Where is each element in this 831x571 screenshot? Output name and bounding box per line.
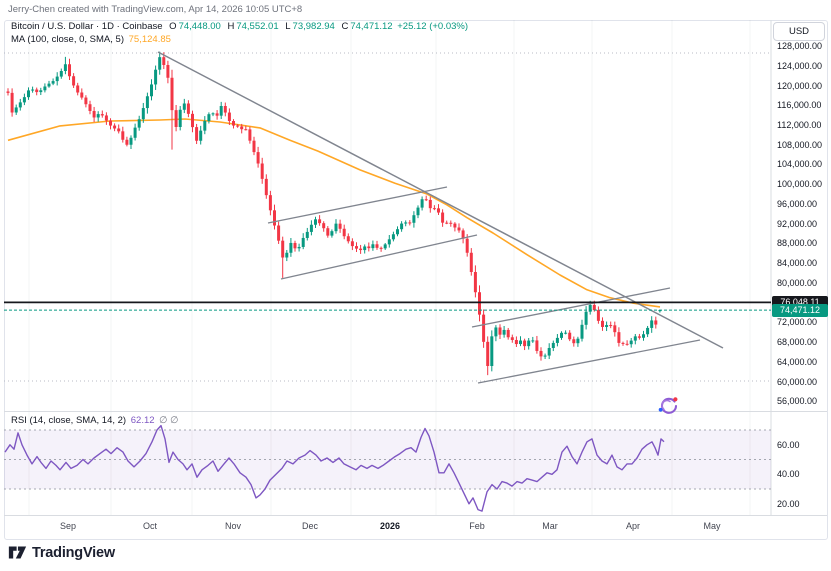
price-axis-label: 56,000.00	[777, 396, 818, 407]
price-axis-label: 92,000.00	[777, 218, 818, 229]
rsi-title[interactable]: RSI (14, close, SMA, 14, 2)	[11, 415, 127, 426]
low-value: 73,982.94	[292, 21, 335, 32]
channel2-upper	[471, 287, 671, 328]
open-label: O	[169, 21, 177, 32]
price-axis-label: 60,000.00	[777, 376, 818, 387]
price-axis-label: 108,000.00	[777, 139, 823, 150]
rsi-line	[4, 424, 665, 512]
cyclone-sticker[interactable]	[656, 393, 680, 417]
price-axis-label: 64,000.00	[777, 356, 818, 367]
price-axis-label: 104,000.00	[777, 159, 823, 170]
symbol-title[interactable]: Bitcoin / U.S. Dollar · 1D · Coinbase	[11, 21, 163, 32]
price-axis-label: 96,000.00	[777, 198, 818, 209]
change-value: +25.12 (+0.03%)	[397, 21, 469, 32]
channel1-lower	[280, 234, 478, 280]
tradingview-logo-text: TradingView	[32, 544, 115, 561]
rsi-axis-label: 20.00	[777, 498, 800, 509]
open-value: 74,448.00	[178, 21, 221, 32]
time-axis-label: Nov	[224, 521, 242, 531]
time-axis-label: 2026	[379, 521, 401, 531]
price-axis-label: 112,000.00	[777, 120, 822, 130]
rsi-axis-label: 60.00	[777, 439, 800, 450]
time-axis-label: Apr	[625, 521, 641, 531]
close-label: C	[341, 21, 349, 32]
price-axis-label: 124,000.00	[777, 60, 823, 71]
price-axis-label: 80,000.00	[777, 277, 818, 288]
price-axis-label: 84,000.00	[777, 258, 818, 269]
price-axis-label: 100,000.00	[777, 179, 823, 190]
ma100-line	[7, 118, 661, 308]
time-axis-label: Sep	[59, 521, 77, 531]
close-value: 74,471.12	[350, 21, 393, 32]
channel2-lower	[477, 339, 701, 384]
time-axis-label: Mar	[542, 521, 558, 531]
price-axis-label: 116,000.00	[777, 100, 822, 111]
low-label: L	[285, 21, 291, 32]
time-axis-label: Feb	[469, 521, 485, 531]
attribution-text: Jerry-Chen created with TradingView.com,…	[8, 4, 303, 15]
ma-value: 75,124.85	[128, 34, 171, 45]
ma-title[interactable]: MA (100, close, 0, SMA, 5)	[11, 34, 124, 45]
price-axis-label: 68,000.00	[777, 337, 818, 348]
price-axis-label: 72,000.00	[777, 317, 818, 328]
currency-toggle-button[interactable]: USD	[773, 22, 825, 41]
rsi-legend-row: RSI (14, close, SMA, 14, 2) 62.12 ∅ ∅	[11, 415, 178, 426]
price-pane[interactable]	[4, 51, 771, 384]
trendline	[157, 51, 724, 349]
rsi-hidden-plots-icon: ∅ ∅	[159, 415, 179, 426]
high-value: 74,552.01	[236, 21, 279, 32]
price-axis-label: 120,000.00	[777, 80, 823, 91]
tradingview-logo-icon	[8, 546, 27, 559]
high-label: H	[227, 21, 235, 32]
time-axis-label: Dec	[301, 521, 319, 531]
price-axis-label: 88,000.00	[777, 238, 818, 249]
chart-widget-frame	[4, 20, 828, 540]
rsi-pane[interactable]	[4, 424, 771, 512]
rsi-axis-label: 40.00	[777, 469, 800, 480]
time-axis-label: Oct	[142, 521, 158, 531]
channel1-upper	[267, 186, 448, 224]
ma-legend-row: MA (100, close, 0, SMA, 5) 75,124.85	[11, 34, 171, 45]
last-price-badge: 74,471.12	[772, 303, 828, 317]
rsi-value: 62.12	[130, 415, 155, 426]
time-axis-label: May	[703, 521, 721, 531]
price-axis-label: 128,000.00	[777, 41, 823, 51]
tradingview-logo[interactable]: TradingView	[8, 544, 115, 561]
